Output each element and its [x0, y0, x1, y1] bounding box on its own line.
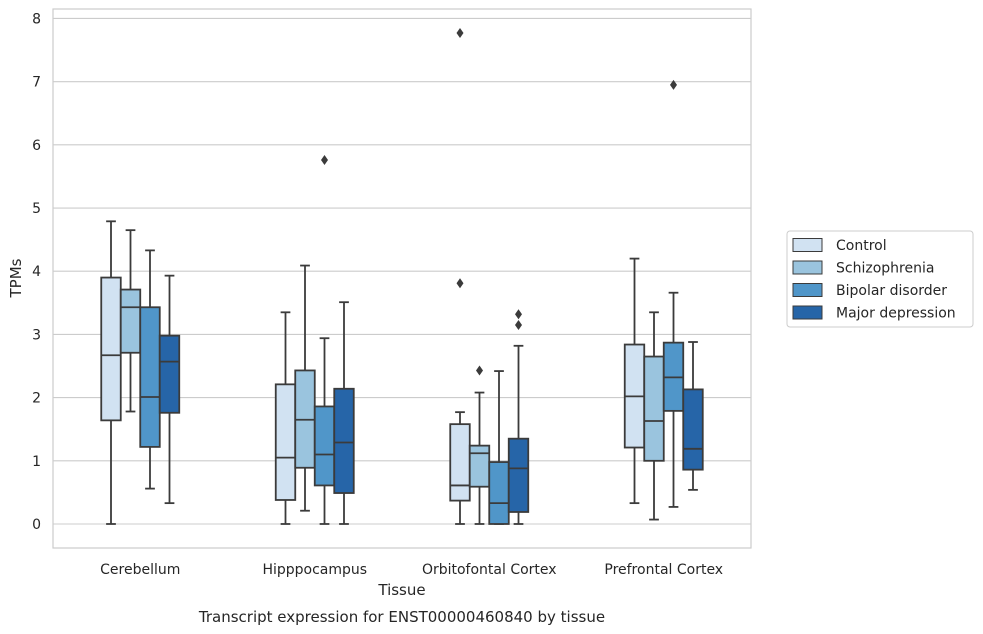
- outlier-point: [670, 79, 677, 90]
- box-body: [100, 276, 122, 422]
- outlier-point: [321, 155, 328, 166]
- x-tick-label: Prefrontal Cortex: [604, 562, 723, 578]
- legend-entry-label: Schizophrenia: [836, 261, 934, 277]
- y-tick-label: 2: [32, 391, 41, 407]
- x-axis-label: Tissue: [377, 581, 425, 599]
- legend-entry-label: Major depression: [836, 306, 956, 322]
- box-0-0: [100, 220, 122, 525]
- box-2-2: [488, 370, 510, 525]
- plot-frame: [52, 8, 752, 549]
- box-2-0: [449, 28, 471, 525]
- legend-entry-label: Bipolar disorder: [836, 283, 947, 299]
- y-tick-label: 7: [32, 75, 41, 91]
- y-axis-ticks: 0 1 2 3 4 5 6 7 8: [32, 11, 41, 533]
- box-body: [643, 355, 665, 462]
- outlier-point: [515, 309, 522, 320]
- box-body: [139, 306, 161, 448]
- box-2-3: [507, 309, 530, 525]
- legend-entry-label: Control: [836, 238, 887, 254]
- x-tick-label: Hipppocampus: [262, 562, 367, 578]
- box-body: [488, 461, 510, 525]
- y-tick-label: 8: [32, 11, 41, 27]
- box-body: [333, 387, 355, 494]
- outlier-point: [456, 278, 464, 289]
- box-body: [158, 334, 181, 414]
- x-tick-label: Cerebellum: [100, 562, 180, 578]
- box-body: [274, 383, 297, 501]
- y-tick-label: 0: [32, 517, 41, 533]
- outlier-point: [456, 28, 464, 39]
- box-body: [468, 444, 491, 488]
- box-1-1: [294, 264, 316, 512]
- box-1-3: [333, 301, 355, 525]
- box-3-0: [623, 257, 646, 505]
- box-body: [449, 423, 471, 502]
- box-body: [682, 388, 704, 471]
- box-3-3: [682, 341, 704, 491]
- y-tick-label: 5: [32, 201, 41, 217]
- y-tick-label: 4: [32, 264, 41, 280]
- legend-swatch: [792, 305, 823, 320]
- box-body: [313, 405, 336, 487]
- y-tick-label: 6: [32, 138, 41, 154]
- box-0-3: [158, 274, 181, 505]
- box-body: [507, 437, 530, 513]
- y-axis-label: TPMs: [7, 258, 25, 298]
- legend-frame: [786, 230, 974, 328]
- box-3-1: [643, 311, 665, 521]
- box-body: [119, 288, 142, 354]
- legend: Control Schizophrenia Bipolar disorder Majo…: [786, 230, 974, 328]
- x-axis-ticks: Cerebellum Hipppocampus Orbitofontal Corte…: [100, 562, 723, 578]
- box-2-1: [468, 365, 491, 525]
- outlier-point: [476, 365, 483, 376]
- outlier-point: [515, 319, 522, 330]
- legend-swatch: [792, 260, 823, 275]
- plot-area: [53, 9, 751, 548]
- legend-swatch: [792, 238, 823, 252]
- y-tick-label: 3: [32, 327, 41, 343]
- boxes-layer: [100, 28, 704, 525]
- box-3-2: [662, 79, 685, 508]
- x-tick-label: Orbitofontal Cortex: [422, 562, 557, 578]
- y-tick-label: 1: [32, 454, 41, 470]
- legend-swatch: [792, 283, 823, 297]
- chart-caption: Transcript expression for ENST0000046084…: [198, 608, 605, 626]
